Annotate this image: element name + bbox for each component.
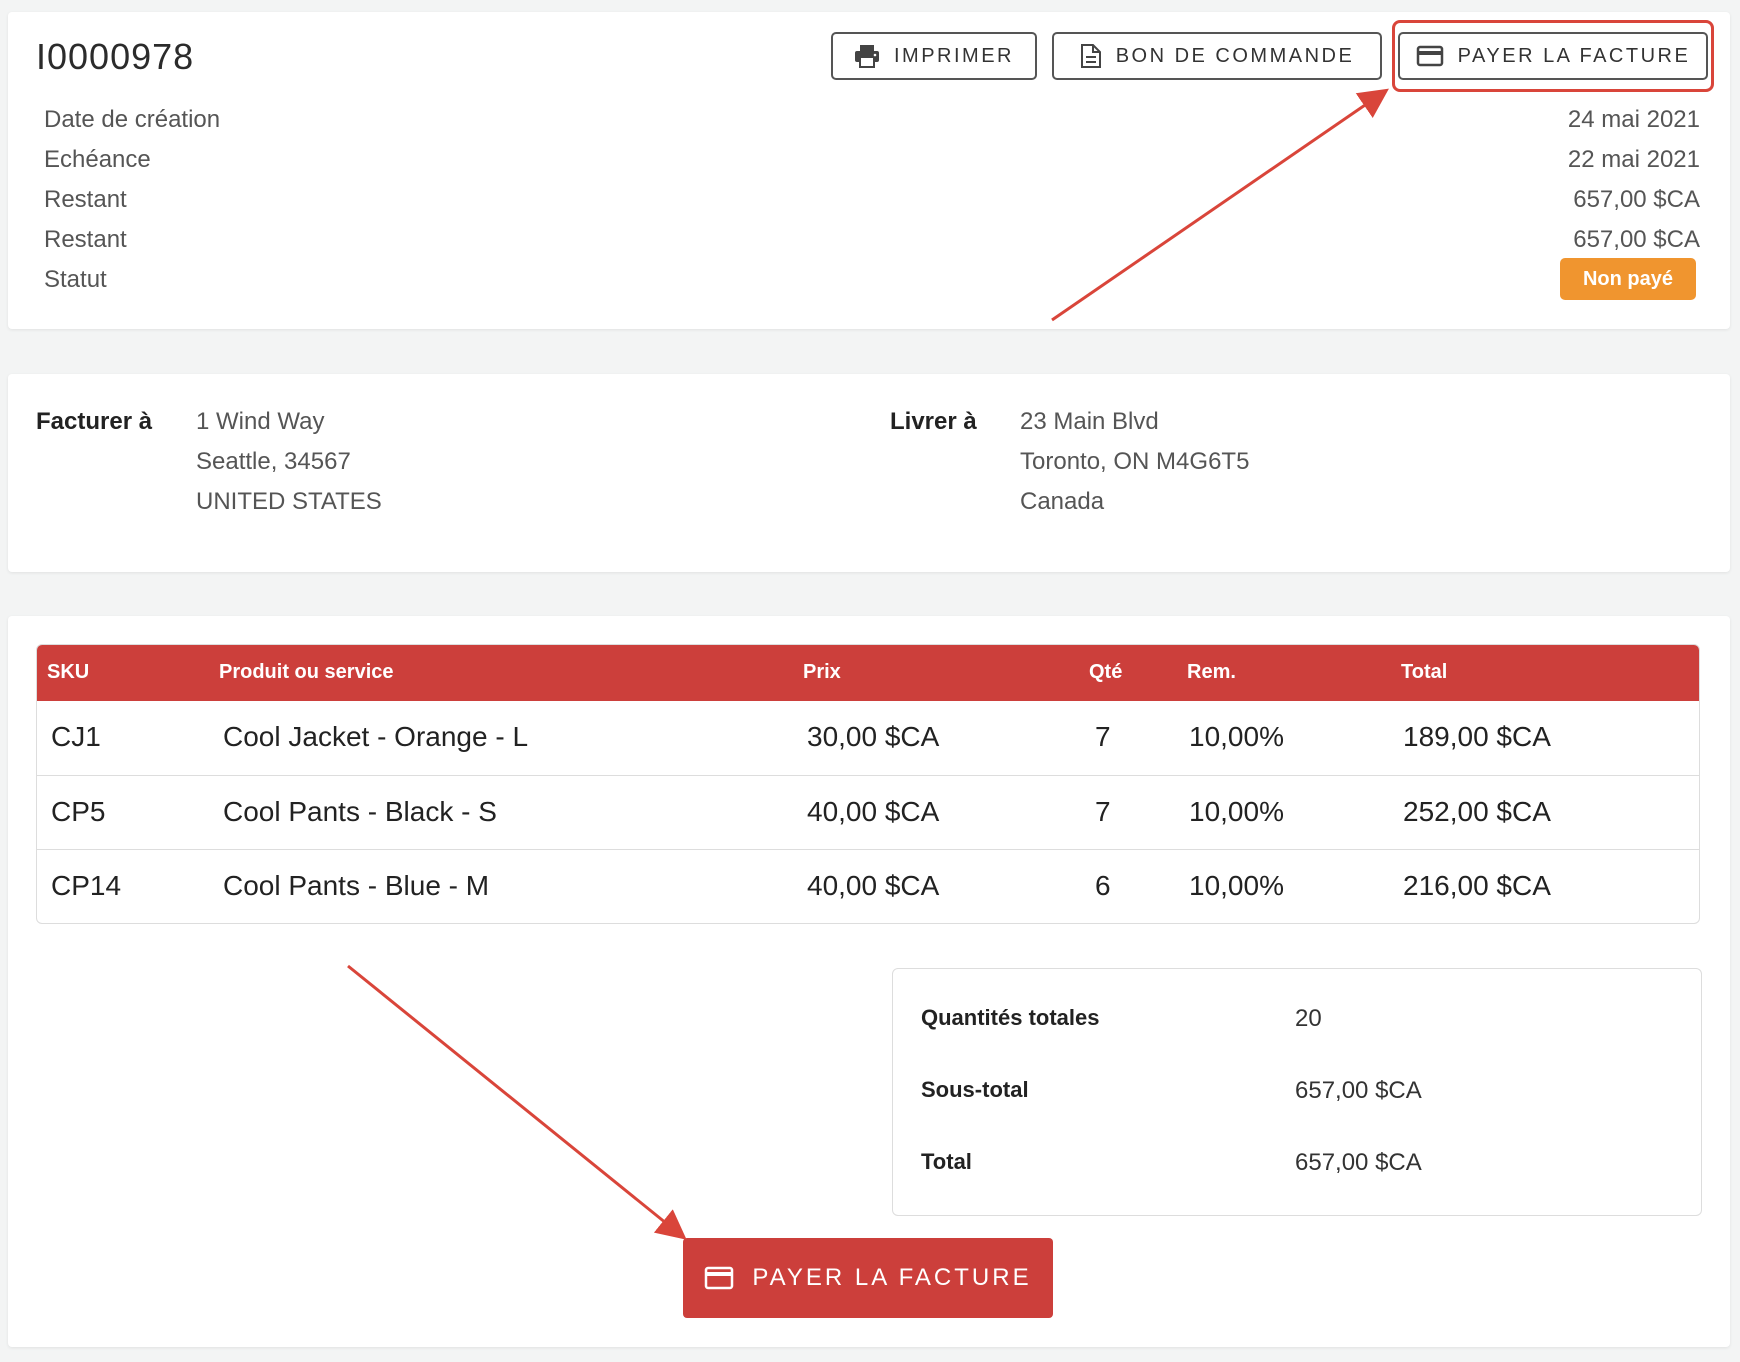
meta-label-created: Date de création	[44, 106, 221, 133]
purchase-order-button[interactable]: BON DE COMMANDE	[1052, 32, 1382, 80]
meta-value-created: 24 mai 2021	[1567, 106, 1700, 133]
total-label: Total	[921, 1149, 972, 1174]
bill-to-line-2: Seattle, 34567	[196, 448, 351, 475]
total-quantity-label: Quantités totales	[921, 1005, 1100, 1030]
cell-discount: 10,00%	[1189, 796, 1284, 827]
pay-invoice-button-bottom-label: PAYER LA FACTURE	[752, 1264, 1032, 1291]
ship-to-line-2: Toronto, ON M4G6T5	[1020, 448, 1250, 475]
cell-discount: 10,00%	[1189, 870, 1284, 901]
subtotal-value: 657,00 $CA	[1295, 1077, 1422, 1104]
line-items-card: SKU Produit ou service Prix Qté Rem. Tot…	[8, 616, 1730, 1347]
subtotal-label: Sous-total	[921, 1077, 1029, 1102]
address-card: Facturer à 1 Wind Way Seattle, 34567 UNI…	[8, 374, 1730, 572]
bill-to-line-1: 1 Wind Way	[196, 408, 325, 435]
invoice-header-card: I0000978 IMPRIMER BON DE COMMANDE PAYER …	[8, 12, 1730, 329]
cell-total: 252,00 $CA	[1403, 796, 1551, 827]
ship-to-label: Livrer à	[890, 408, 977, 435]
line-items-table: SKU Produit ou service Prix Qté Rem. Tot…	[36, 644, 1700, 924]
table-header: SKU Produit ou service Prix Qté Rem. Tot…	[37, 645, 1699, 701]
column-header-discount: Rem.	[1187, 661, 1236, 683]
document-icon	[1080, 43, 1102, 69]
meta-label-due: Echéance	[44, 146, 151, 173]
cell-qty: 7	[1095, 796, 1111, 827]
meta-label-remaining-2: Restant	[44, 226, 127, 253]
table-row: CJ1 Cool Jacket - Orange - L 30,00 $CA 7…	[37, 701, 1699, 775]
cell-qty: 7	[1095, 721, 1111, 752]
cell-total: 189,00 $CA	[1403, 721, 1551, 752]
print-button[interactable]: IMPRIMER	[831, 32, 1037, 80]
column-header-total: Total	[1401, 661, 1448, 683]
column-header-sku: SKU	[47, 661, 90, 683]
cell-qty: 6	[1095, 870, 1111, 901]
meta-value-remaining-2: 657,00 $CA	[1573, 226, 1700, 253]
cell-total: 216,00 $CA	[1403, 870, 1551, 901]
annotation-highlight-box	[1392, 20, 1714, 92]
meta-value-due: 22 mai 2021	[1567, 146, 1700, 173]
credit-card-icon	[704, 1266, 734, 1290]
pay-invoice-button-label: PAYER LA FACTURE	[1457, 44, 1691, 67]
bill-to-line-3: UNITED STATES	[196, 488, 382, 515]
table-row: CP14 Cool Pants - Blue - M 40,00 $CA 6 1…	[37, 849, 1699, 923]
total-value: 657,00 $CA	[1295, 1149, 1422, 1176]
cell-price: 40,00 $CA	[807, 796, 940, 827]
column-header-price: Prix	[803, 661, 841, 683]
table-row: CP5 Cool Pants - Black - S 40,00 $CA 7 1…	[37, 775, 1699, 850]
credit-card-icon	[1416, 45, 1444, 67]
print-button-label: IMPRIMER	[894, 44, 1014, 67]
column-header-qty: Qté	[1089, 661, 1123, 683]
cell-product: Cool Pants - Blue - M	[223, 870, 490, 901]
pay-invoice-button-bottom[interactable]: PAYER LA FACTURE	[683, 1238, 1053, 1318]
cell-product: Cool Pants - Black - S	[223, 796, 497, 827]
cell-product: Cool Jacket - Orange - L	[223, 721, 529, 752]
meta-label-status: Statut	[44, 266, 107, 293]
ship-to-line-3: Canada	[1020, 488, 1105, 515]
cell-sku: CP5	[51, 796, 106, 827]
totals-box: Quantités totales 20 Sous-total 657,00 $…	[892, 968, 1702, 1216]
total-quantity-value: 20	[1295, 1005, 1322, 1032]
pay-invoice-button-top[interactable]: PAYER LA FACTURE	[1398, 32, 1708, 80]
cell-sku: CP14	[51, 870, 122, 901]
cell-sku: CJ1	[51, 721, 101, 752]
meta-label-remaining: Restant	[44, 186, 127, 213]
cell-discount: 10,00%	[1189, 721, 1284, 752]
status-badge: Non payé	[1560, 258, 1696, 300]
column-header-product: Produit ou service	[219, 661, 394, 683]
purchase-order-button-label: BON DE COMMANDE	[1115, 44, 1355, 67]
printer-icon	[854, 44, 880, 68]
meta-value-remaining: 657,00 $CA	[1573, 186, 1700, 213]
cell-price: 30,00 $CA	[807, 721, 940, 752]
invoice-id: I0000978	[36, 36, 195, 77]
bill-to-label: Facturer à	[36, 408, 153, 435]
cell-price: 40,00 $CA	[807, 870, 940, 901]
ship-to-line-1: 23 Main Blvd	[1020, 408, 1159, 435]
